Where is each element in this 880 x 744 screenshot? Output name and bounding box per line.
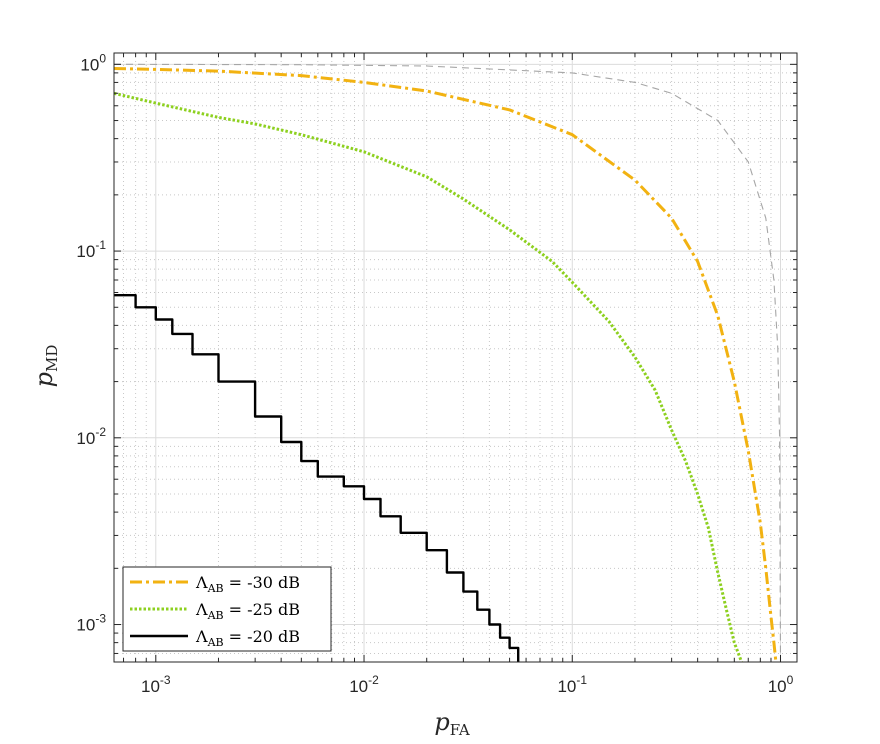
x-tick-base: 10 <box>141 677 160 696</box>
legend-value-1: = -30 dB <box>224 573 300 592</box>
legend-sub-3: AB <box>207 636 224 649</box>
y-tick-exponent: -2 <box>95 425 106 439</box>
y-tick-label: 10-3 <box>76 612 106 635</box>
legend-value-3: = -20 dB <box>224 627 300 646</box>
series-layer <box>113 63 782 663</box>
x-axis-label: pFA <box>434 708 469 739</box>
x-tick-label: 10-3 <box>141 673 171 696</box>
y-tick-label: 100 <box>80 51 106 74</box>
series-line-2 <box>113 91 744 663</box>
x-tick-label: 100 <box>768 673 794 696</box>
legend-lambda-3: Λ <box>195 627 208 646</box>
x-tick-label: 10-2 <box>349 673 379 696</box>
x-tick-exponent: -1 <box>576 673 587 687</box>
legend: ΛAB = -30 dB ΛAB = -25 dB ΛAB = -20 dB <box>122 566 332 652</box>
x-tick-base: 10 <box>349 677 368 696</box>
legend-lambda-2: Λ <box>195 600 208 619</box>
x-tick-exponent: -3 <box>160 673 171 687</box>
y-tick-label: 10-2 <box>76 425 106 448</box>
y-axis-label-sub: MD <box>43 345 61 372</box>
legend-value-2: = -25 dB <box>224 600 300 619</box>
x-tick-labels: 10-3 10-2 10-1 100 <box>141 673 794 696</box>
y-tick-base: 10 <box>80 55 99 74</box>
legend-lambda-1: Λ <box>195 573 208 592</box>
legend-sub-1: AB <box>207 582 224 595</box>
x-axis-label-main: p <box>434 708 449 736</box>
y-tick-base: 10 <box>76 616 95 635</box>
series-line-3 <box>114 294 520 662</box>
x-tick-exponent: -2 <box>368 673 379 687</box>
y-tick-exponent: -1 <box>95 238 106 252</box>
x-tick-label: 10-1 <box>557 673 587 696</box>
plot-area <box>114 53 797 662</box>
y-tick-label: 10-1 <box>76 238 106 261</box>
plot-frame <box>113 52 798 663</box>
legend-entry-series-1: ΛAB = -30 dB <box>195 573 300 595</box>
y-tick-base: 10 <box>76 242 95 261</box>
x-tick-base: 10 <box>557 677 576 696</box>
tick-marks <box>114 53 797 662</box>
legend-entry-series-2: ΛAB = -25 dB <box>195 600 300 622</box>
y-axis-label: pMD <box>30 345 61 388</box>
series-line-1 <box>113 67 778 663</box>
x-tick-base: 10 <box>768 677 787 696</box>
y-tick-base: 10 <box>76 429 95 448</box>
y-tick-exponent: -3 <box>95 612 106 626</box>
x-axis-label-sub: FA <box>450 721 470 739</box>
minor-grid <box>114 53 797 662</box>
y-axis-label-main: p <box>30 372 58 387</box>
legend-entry-series-3: ΛAB = -20 dB <box>195 627 300 649</box>
legend-sub-2: AB <box>207 609 224 622</box>
y-tick-exponent: 0 <box>99 51 106 65</box>
reference-curve-line <box>113 63 782 663</box>
x-tick-exponent: 0 <box>787 673 794 687</box>
